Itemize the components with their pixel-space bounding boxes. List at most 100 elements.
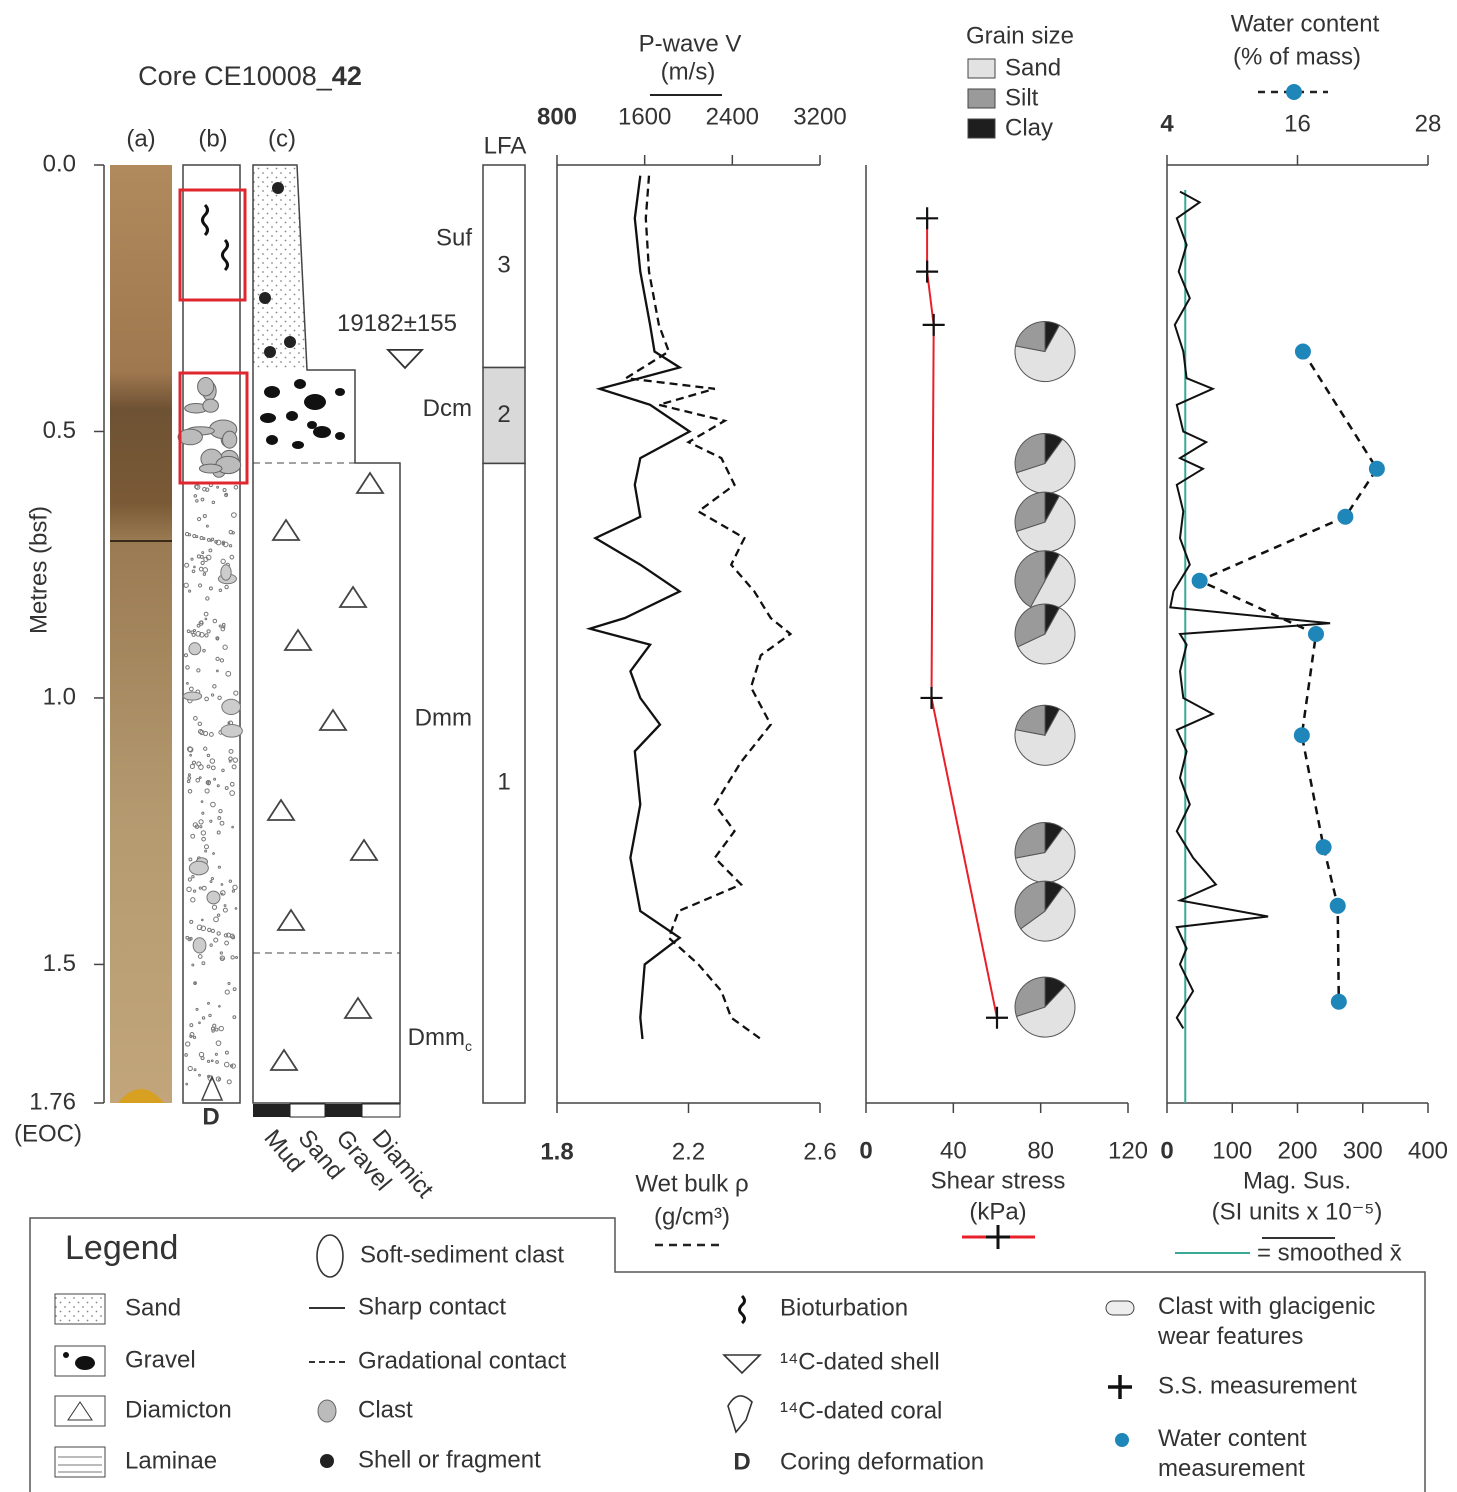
legend-icon: [320, 1454, 334, 1468]
panel-unit: (% of mass): [1233, 43, 1361, 70]
legend-icon: [1108, 1375, 1132, 1399]
legend-icon: [75, 1356, 95, 1370]
grain-scale-block: [253, 1104, 290, 1117]
x-tick-label: 200: [1277, 1137, 1317, 1164]
shear-point: [916, 207, 938, 229]
lfa-unit-label: 3: [497, 252, 510, 279]
x-tick-label: 40: [940, 1137, 967, 1164]
facies-code: Dcm: [423, 396, 472, 423]
x-tick-label: 800: [537, 103, 577, 130]
sketch-clast: [189, 643, 201, 655]
legend-text: Bioturbation: [780, 1294, 908, 1321]
x-tick-label: 120: [1108, 1137, 1148, 1164]
facies-label: Dmm: [415, 705, 472, 732]
sketch-clast: [221, 565, 231, 580]
gravel: [266, 435, 278, 445]
legend-title: Legend: [65, 1229, 178, 1267]
grain-class: Clay: [1005, 114, 1053, 141]
x-axis-label: Shear stress: [931, 1167, 1066, 1194]
x-tick-label: 0: [859, 1137, 872, 1164]
legend-icon: [1106, 1301, 1134, 1315]
sketch-clast: [207, 891, 220, 904]
gravel: [264, 386, 280, 398]
diamicton: [285, 630, 311, 650]
diamicton: [351, 840, 377, 860]
date-label: 19182±155: [337, 310, 457, 337]
x-tick-label: 400: [1408, 1137, 1448, 1164]
x-tick-label: 3200: [793, 103, 846, 130]
pie-wedge: [1015, 823, 1045, 859]
shell: [259, 292, 271, 304]
shell: [272, 182, 284, 194]
legend-text: Coring deformation: [780, 1448, 984, 1475]
grain-title: Grain size: [966, 22, 1074, 49]
x-tick-label: 80: [1027, 1137, 1054, 1164]
legend-icon: [63, 1352, 69, 1358]
legend-text: Clast: [358, 1396, 413, 1423]
y-tick-label: 0.0: [43, 150, 76, 177]
figure: Legend Core CE10008_42 0.00.51.01.51.76(…: [0, 0, 1457, 1492]
panel-title: P-wave V: [639, 30, 742, 57]
panel-unit: (m/s): [661, 58, 716, 85]
x-tick-label: 1.8: [540, 1138, 573, 1165]
legend-icon: [318, 1400, 336, 1422]
x-tick-label: 2400: [706, 103, 759, 130]
pie-wedge: [1016, 322, 1045, 352]
legend-text: S.S. measurement: [1158, 1372, 1357, 1399]
sketch-clast: [183, 692, 201, 700]
x-axis-unit: (g/cm³): [654, 1203, 730, 1230]
deformation-mark: D: [202, 1103, 219, 1130]
facies-code: Dmm: [408, 1024, 465, 1051]
facies-code: Suf: [436, 225, 472, 252]
grain-class: Silt: [1005, 84, 1039, 111]
gravel: [292, 441, 304, 449]
water-point: [1330, 898, 1346, 914]
legend-text: Diamicton: [125, 1396, 232, 1423]
x-tick-label: 2.6: [803, 1138, 836, 1165]
lfa-unit-label: 2: [497, 401, 510, 428]
gravel: [260, 413, 276, 423]
legend-icon: [55, 1294, 105, 1324]
sketch-clast: [223, 431, 237, 448]
x-tick-label: 2.2: [672, 1138, 705, 1165]
legend-text: ¹⁴C-dated shell: [780, 1348, 940, 1375]
facies-label: Suf: [436, 225, 472, 252]
column-label: (a): [126, 125, 155, 152]
y-tick-label: 0.5: [43, 417, 76, 444]
diamicton: [320, 710, 346, 730]
water-point: [1369, 461, 1385, 477]
gravel: [313, 426, 331, 438]
sketch-clast: [178, 429, 202, 445]
water-point: [1308, 626, 1324, 642]
legend-text: Soft-sediment clast: [360, 1241, 564, 1268]
legend-icon: [724, 1355, 760, 1373]
legend-icon: [317, 1235, 343, 1277]
legend-text-box: Water content measurement: [1158, 1424, 1423, 1488]
x-tick-label: 0: [1160, 1137, 1173, 1164]
legend-text: Gradational contact: [358, 1347, 566, 1374]
shear-point: [986, 1007, 1008, 1029]
gravel: [307, 421, 317, 429]
shell-icon: [388, 350, 422, 368]
water-point: [1316, 839, 1332, 855]
shear-point: [916, 261, 938, 283]
water-line: [1200, 352, 1377, 1002]
grain-swatch: [968, 119, 995, 138]
water-point: [1192, 573, 1208, 589]
x-axis-unit: (kPa): [969, 1198, 1026, 1225]
sketch-clast: [189, 861, 208, 875]
facies-label: Dcm: [423, 396, 472, 423]
legend-text: Laminae: [125, 1447, 217, 1474]
y-axis-label: Metres (bsf): [25, 506, 52, 634]
x-axis-label: Mag. Sus.: [1243, 1167, 1351, 1194]
gravel: [294, 379, 306, 389]
sketch-clast: [198, 377, 214, 395]
water-point: [1331, 994, 1347, 1010]
x-tick-label: 1600: [618, 103, 671, 130]
sketch-clast: [221, 725, 242, 738]
x-tick-label: 28: [1415, 110, 1442, 137]
gravel: [335, 432, 345, 440]
grain-scale-block: [325, 1104, 362, 1117]
sketch-clast: [222, 699, 241, 714]
column-label: (c): [268, 125, 296, 152]
